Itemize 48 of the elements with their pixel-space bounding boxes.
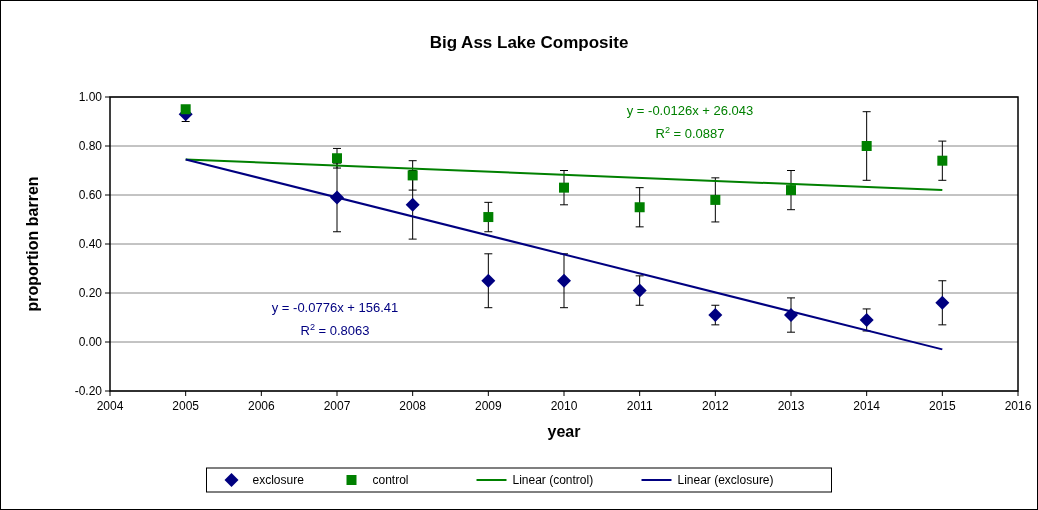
x-tick-label: 2006 — [247, 399, 275, 413]
point — [407, 170, 418, 181]
point — [859, 312, 874, 327]
point — [710, 194, 721, 205]
point — [180, 104, 191, 115]
x-tick-label: 2005 — [172, 399, 200, 413]
x-tick-label: 2012 — [701, 399, 729, 413]
point — [557, 273, 571, 288]
point — [481, 273, 496, 288]
annotation: y = -0.0776x + 156.41 — [271, 300, 399, 315]
point — [935, 295, 950, 310]
point — [483, 212, 494, 223]
point — [405, 197, 420, 212]
point — [937, 155, 948, 166]
x-tick-label: 2013 — [777, 399, 805, 413]
x-tick-label: 2016 — [1004, 399, 1032, 413]
point — [632, 283, 647, 298]
y-tick-label: -0.20 — [74, 384, 103, 398]
legend-label: control — [372, 473, 409, 487]
point — [786, 185, 796, 196]
x-tick-label: 2010 — [550, 399, 578, 413]
point — [861, 141, 872, 151]
point — [708, 308, 723, 323]
chart-title: Big Ass Lake Composite — [429, 33, 629, 52]
y-tick-label: 0.20 — [78, 286, 103, 300]
legend-label: exclosure — [252, 473, 305, 487]
x-tick-label: 2004 — [96, 399, 124, 413]
x-tick-label: 2011 — [626, 399, 653, 413]
y-tick-label: 0.40 — [78, 237, 103, 251]
y-tick-label: 0.00 — [78, 335, 103, 349]
x-tick-label: 2015 — [928, 399, 956, 413]
y-axis-title: proportion barren — [24, 176, 41, 312]
annotation: y = -0.0126x + 26.043 — [626, 103, 754, 118]
legend-label: Linear (control) — [512, 473, 594, 487]
x-tick-label: 2007 — [323, 399, 351, 413]
x-tick-label: 2009 — [474, 399, 502, 413]
y-tick-label: 1.00 — [78, 90, 103, 104]
point — [559, 182, 569, 193]
annotation: R$^{2}$ = 0.0887 — [655, 125, 725, 141]
x-tick-label: 2014 — [853, 399, 881, 413]
y-tick-label: 0.80 — [78, 139, 103, 153]
point — [634, 202, 645, 213]
annotation: R$^{2}$ = 0.8063 — [300, 322, 370, 338]
legend-label: Linear (exclosure) — [677, 473, 774, 487]
point — [332, 153, 342, 164]
x-tick-label: 2008 — [399, 399, 427, 413]
y-tick-label: 0.60 — [78, 188, 103, 202]
x-axis-title: year — [547, 423, 581, 440]
